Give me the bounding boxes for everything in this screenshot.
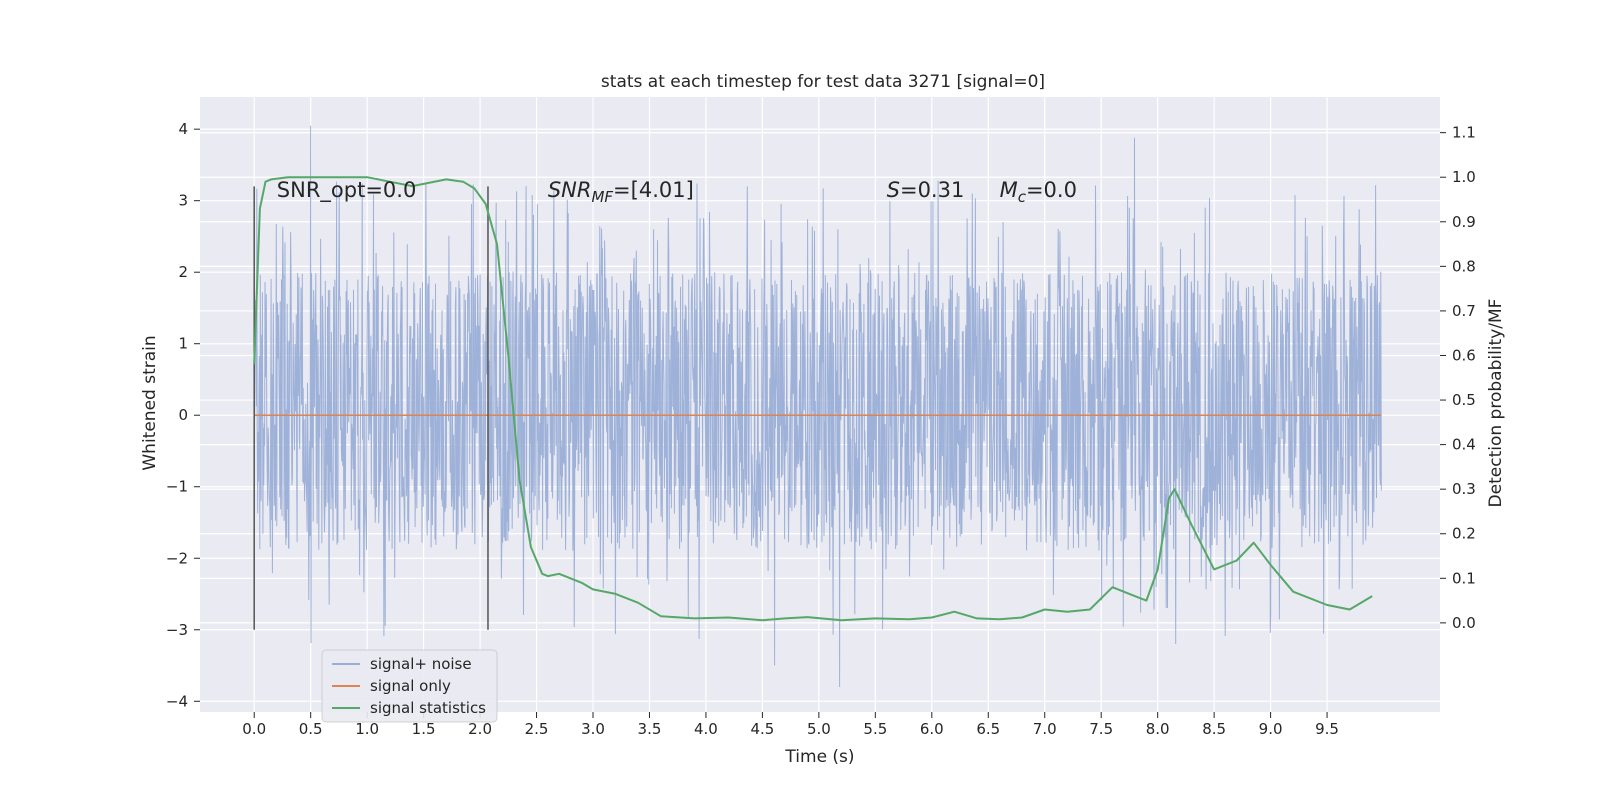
y-right-tick-label: 0.2 <box>1452 525 1476 543</box>
x-tick-label: 5.5 <box>863 720 887 738</box>
y-right-tick-label: 0.4 <box>1452 436 1476 454</box>
x-tick-label: 3.5 <box>638 720 662 738</box>
y-tick-label: 2 <box>178 263 188 281</box>
x-tick-label: 2.5 <box>525 720 549 738</box>
y-tick-label: −3 <box>166 621 188 639</box>
y-right-tick-label: 1.1 <box>1452 124 1476 142</box>
series-signal-noise <box>253 125 1382 688</box>
y-tick-label: 3 <box>178 192 188 210</box>
x-tick-label: 3.0 <box>581 720 605 738</box>
legend: signal+ noise signal only signal statistic… <box>321 649 498 723</box>
x-tick-label: 6.0 <box>920 720 944 738</box>
y-right-tick-label: 0.3 <box>1452 480 1476 498</box>
y-tick-label: 0 <box>178 406 188 424</box>
x-tick-label: 4.5 <box>750 720 774 738</box>
annotation-rest: =[4.01] <box>613 178 694 202</box>
legend-box <box>321 649 498 723</box>
y-tick-label: −2 <box>166 549 188 567</box>
x-tick-label: 6.5 <box>976 720 1000 738</box>
y-right-tick-label: 0.7 <box>1452 302 1476 320</box>
x-tick-label: 7.0 <box>1033 720 1057 738</box>
x-tick-label: 1.5 <box>412 720 436 738</box>
legend-label: signal statistics <box>370 699 486 717</box>
y-right-tick-label: 0.8 <box>1452 257 1476 275</box>
annotation-main: M <box>1000 178 1018 202</box>
x-tick-label: 1.0 <box>355 720 379 738</box>
y-tick-label: −1 <box>166 478 188 496</box>
y-right-tick-label: 1.0 <box>1452 168 1476 186</box>
x-tick-label: 0.0 <box>242 720 266 738</box>
y-axis-right-label: Detection probability/MF <box>1486 299 1506 508</box>
legend-label: signal+ noise <box>370 655 472 673</box>
y-right-tick-label: 0.5 <box>1452 391 1476 409</box>
x-axis-label: Time (s) <box>784 747 854 767</box>
annotation-main: SNR <box>548 178 592 202</box>
x-tick-label: 4.0 <box>694 720 718 738</box>
x-tick-label: 9.5 <box>1315 720 1339 738</box>
legend-label: signal only <box>370 677 451 695</box>
annotation-3: Mc=0.0 <box>1000 178 1077 206</box>
x-tick-label: 8.5 <box>1202 720 1226 738</box>
y-right-tick-label: 0.0 <box>1452 614 1476 632</box>
y-tick-label: 1 <box>178 335 188 353</box>
y-right-tick-label: 0.1 <box>1452 569 1476 587</box>
annotation-0: SNR_opt=0.0 <box>277 178 417 203</box>
x-tick-label: 8.0 <box>1146 720 1170 738</box>
series-signal-statistics <box>253 176 1373 622</box>
annotation-rest: =0.31 <box>900 178 964 202</box>
y-right-tick-label: 0.9 <box>1452 213 1476 231</box>
x-tick-label: 5.0 <box>807 720 831 738</box>
x-tick-label: 7.5 <box>1089 720 1113 738</box>
y-axis-label: Whitened strain <box>140 335 160 470</box>
annotation-subscript: c <box>1018 188 1027 206</box>
annotation-subscript: MF <box>591 188 613 206</box>
annotation-2: S=0.31 <box>887 178 965 202</box>
annotation-rest: =0.0 <box>1026 178 1077 202</box>
y-right-tick-label: 0.6 <box>1452 346 1476 364</box>
annotation-1: SNRMF=[4.01] <box>548 178 694 206</box>
y-tick-label: 4 <box>178 120 188 138</box>
x-tick-label: 9.0 <box>1259 720 1283 738</box>
chart-title: stats at each timestep for test data 327… <box>601 72 1045 92</box>
y-tick-label: −4 <box>166 692 188 710</box>
annotation-main: S <box>887 178 900 202</box>
annotation-main: SNR_opt=0.0 <box>277 178 417 203</box>
x-tick-label: 0.5 <box>299 720 323 738</box>
x-tick-label: 2.0 <box>468 720 492 738</box>
